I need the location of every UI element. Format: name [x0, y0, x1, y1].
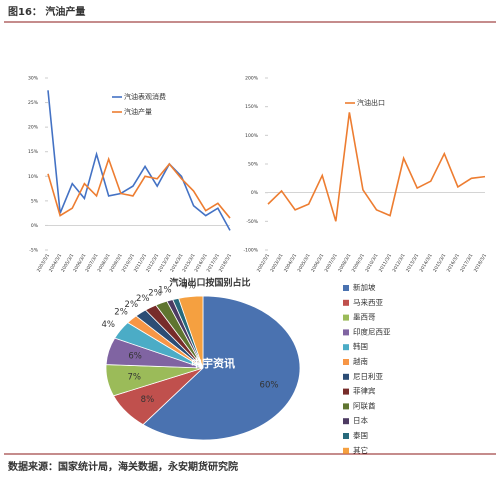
x-tick-label: 2008/3/1 — [337, 253, 352, 274]
y-tick-label: 50% — [248, 162, 259, 168]
y-tick-label: -100% — [244, 248, 259, 254]
legend-swatch — [343, 299, 349, 306]
pie-value-label: 2% — [125, 300, 139, 310]
x-tick-label: 2004/3/1 — [283, 253, 298, 274]
pie-value-label: 6% — [128, 351, 142, 361]
pie-title: 汽油出口按国别占比 — [169, 277, 250, 289]
x-tick-label: 2014/3/1 — [418, 253, 433, 274]
legend-label: 泰国 — [353, 430, 368, 440]
x-tick-label: 2018/3/1 — [473, 253, 488, 274]
legend-swatch — [343, 418, 349, 425]
legend-swatch — [343, 403, 349, 410]
legend-label: 汽油表观消费 — [124, 92, 166, 101]
legend-label: 尼日利亚 — [353, 371, 383, 381]
pie-value-label: 4% — [101, 320, 115, 330]
x-tick-label: 2003/3/1 — [269, 253, 284, 274]
series-line — [267, 112, 486, 222]
y-tick-label: 25% — [28, 100, 39, 106]
y-tick-label: 0% — [251, 190, 259, 196]
pie-value-label: 8% — [141, 395, 155, 405]
x-tick-label: 2011/3/1 — [378, 253, 393, 274]
legend-label: 印度尼西亚 — [353, 326, 391, 336]
pie-slice — [142, 295, 301, 441]
figure-title: 图16： 汽油产量 — [8, 5, 85, 18]
pie-value-label: 60% — [260, 380, 279, 390]
y-tick-label: 150% — [245, 104, 259, 110]
legend-swatch — [343, 285, 349, 291]
x-tick-label: 2010/3/1 — [364, 253, 379, 274]
x-tick-label: 2015/3/1 — [432, 253, 447, 274]
legend-swatch — [343, 314, 349, 321]
legend-label: 越南 — [353, 356, 368, 366]
legend-label: 阿联酋 — [353, 400, 376, 410]
legend-swatch — [343, 359, 349, 365]
y-tick-label: 10% — [28, 174, 39, 180]
y-tick-label: 15% — [28, 149, 39, 155]
legend-label: 菲律宾 — [353, 386, 376, 396]
legend-label: 新加坡 — [353, 282, 376, 292]
legend-label: 马来西亚 — [353, 298, 383, 307]
x-tick-label: 2006/3/1 — [310, 253, 325, 274]
y-tick-label: 100% — [245, 133, 259, 139]
pie-value-label: 7% — [127, 373, 141, 383]
legend-swatch — [343, 447, 349, 454]
pie-value-label: 4% — [182, 281, 196, 291]
y-tick-label: 0% — [31, 223, 39, 229]
legend-label: 墨西哥 — [353, 313, 376, 322]
x-tick-label: 2009/3/1 — [351, 253, 366, 274]
source: 数据来源：国家统计局，海关数据，永安期货研究院 — [8, 460, 238, 473]
legend-label: 日本 — [353, 415, 368, 425]
x-tick-label: 2007/3/1 — [324, 253, 339, 274]
x-tick-label: 2002/3/1 — [256, 253, 271, 274]
y-tick-label: 5% — [31, 198, 39, 204]
legend-label: 韩国 — [353, 341, 368, 351]
watermark: 中宇资讯 — [191, 356, 235, 370]
legend-swatch — [343, 433, 349, 439]
y-tick-label: -5% — [29, 248, 38, 254]
legend-label: 其它 — [353, 445, 368, 455]
legend-swatch — [343, 329, 349, 336]
pie-slice — [178, 295, 204, 369]
pie-value-label: 1% — [158, 286, 172, 296]
series-line — [47, 90, 231, 231]
pie-value-label: 2% — [136, 294, 150, 304]
pie-value-label: 2% — [148, 289, 162, 299]
x-tick-label: 2016/3/1 — [446, 253, 461, 274]
series-line — [47, 156, 231, 219]
legend-swatch — [343, 373, 349, 380]
x-tick-label: 2013/3/1 — [405, 253, 420, 274]
legend-swatch — [343, 388, 349, 395]
y-tick-label: -50% — [246, 219, 258, 225]
legend-label: 汽油产量 — [124, 107, 152, 116]
pie-value-label: 2% — [114, 307, 128, 317]
legend-label: 汽油出口 — [357, 98, 385, 107]
y-tick-label: 200% — [245, 76, 259, 82]
x-tick-label: 2012/3/1 — [391, 253, 406, 274]
y-tick-label: 30% — [28, 76, 39, 82]
x-tick-label: 2017/3/1 — [459, 253, 474, 274]
x-tick-label: 2005/3/1 — [296, 253, 311, 274]
y-tick-label: 20% — [28, 125, 39, 131]
legend-swatch — [343, 344, 349, 351]
